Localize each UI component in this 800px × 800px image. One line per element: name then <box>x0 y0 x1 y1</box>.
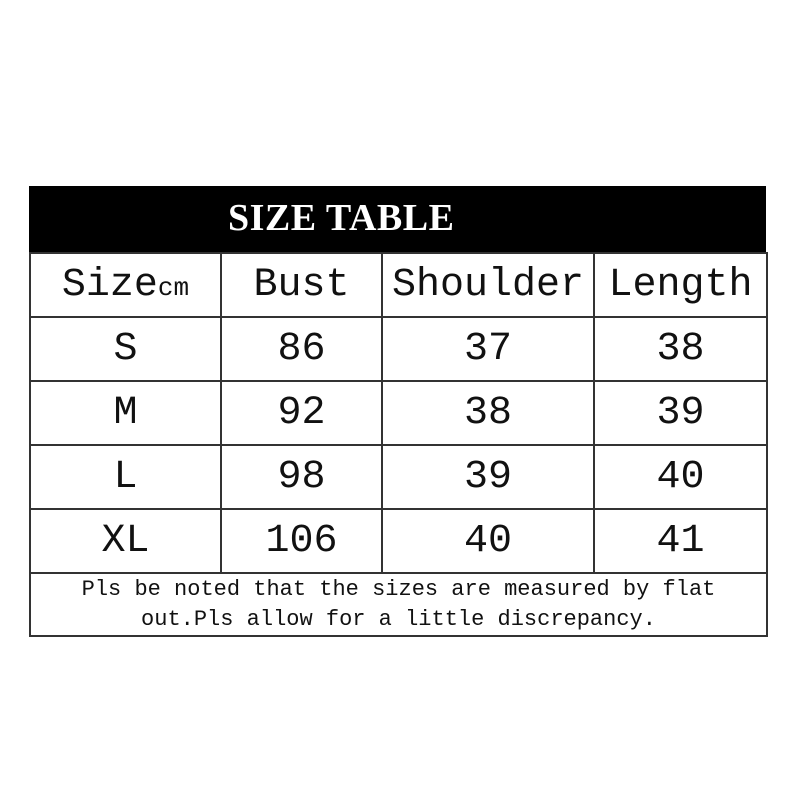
header-row: Sizecm Bust Shoulder Length <box>29 252 768 318</box>
note-line-1: Pls be noted that the sizes are measured… <box>81 576 716 602</box>
size-label: Size <box>61 262 158 308</box>
header-shoulder: Shoulder <box>381 252 595 318</box>
title-bar: SIZE TABLE <box>29 186 766 252</box>
header-length: Length <box>593 252 768 318</box>
shoulder-cell: 37 <box>381 316 595 382</box>
size-cell: M <box>29 380 222 446</box>
size-grid: Sizecm Bust Shoulder Length S 86 37 38 M… <box>29 252 768 637</box>
measurement-note: Pls be noted that the sizes are measured… <box>29 572 768 637</box>
bust-cell: 106 <box>220 508 383 574</box>
length-cell: 38 <box>593 316 768 382</box>
shoulder-cell: 38 <box>381 380 595 446</box>
length-cell: 39 <box>593 380 768 446</box>
bust-cell: 86 <box>220 316 383 382</box>
length-cell: 40 <box>593 444 768 510</box>
table-row: M 92 38 39 <box>29 380 768 446</box>
table-row: L 98 39 40 <box>29 444 768 510</box>
shoulder-cell: 40 <box>381 508 595 574</box>
table-row: S 86 37 38 <box>29 316 768 382</box>
length-cell: 41 <box>593 508 768 574</box>
unit-label: cm <box>157 272 190 303</box>
header-bust: Bust <box>220 252 383 318</box>
shoulder-cell: 39 <box>381 444 595 510</box>
table-title: SIZE TABLE <box>228 197 455 239</box>
header-size: Sizecm <box>29 252 222 318</box>
size-cell: S <box>29 316 222 382</box>
bust-cell: 98 <box>220 444 383 510</box>
table-row: XL 106 40 41 <box>29 508 768 574</box>
size-table: SIZE TABLE Sizecm Bust Shoulder Length S… <box>29 186 768 637</box>
note-row: Pls be noted that the sizes are measured… <box>29 572 768 637</box>
size-cell: XL <box>29 508 222 574</box>
note-line-2: out.Pls allow for a little discrepancy. <box>141 606 656 632</box>
bust-cell: 92 <box>220 380 383 446</box>
size-cell: L <box>29 444 222 510</box>
